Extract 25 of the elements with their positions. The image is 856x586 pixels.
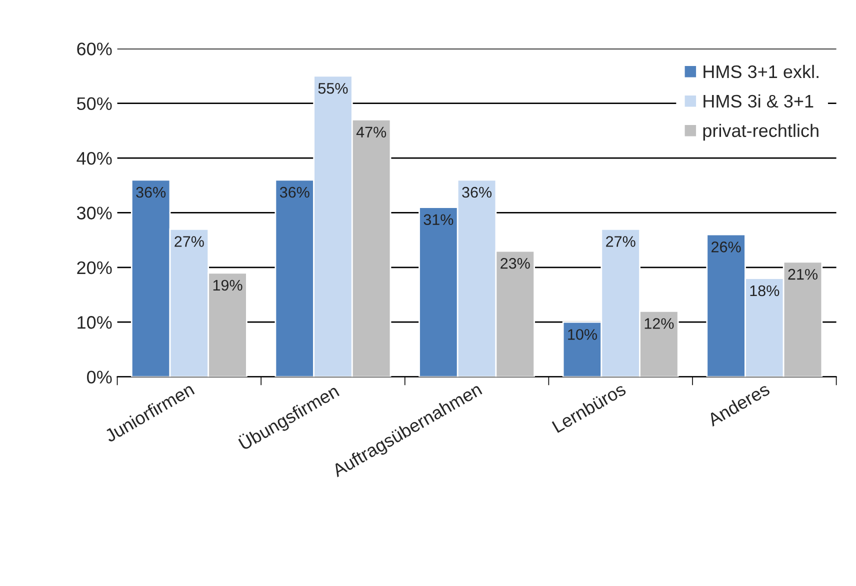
data-label: 27% [174,236,204,247]
data-label: 36% [280,186,310,198]
data-label: 27% [606,236,636,247]
legend-label: HMS 3+1 exkl. [704,64,818,78]
data-label: 23% [500,258,530,269]
y-tick-label: 20% [77,261,112,274]
data-label: 36% [462,186,492,198]
y-tick-label: 0% [87,370,112,384]
data-label: 18% [750,285,780,296]
data-label: 19% [213,280,242,291]
y-tick-label: 40% [76,152,112,165]
data-label: 47% [356,126,386,138]
legend-label: privat-rechtlich [703,124,818,141]
data-label: 31% [424,214,454,226]
data-label: 21% [788,268,818,280]
y-tick-label: 30% [76,206,112,220]
y-tick-label: 50% [76,97,112,110]
data-label: 26% [712,242,741,252]
data-label: 55% [318,83,348,94]
data-label: 10% [568,329,597,340]
y-tick-label: 10% [78,316,112,329]
y-tick-label: 60% [77,42,112,56]
data-label: 12% [644,318,674,329]
legend-label: HMS 3i & 3+1 [704,94,814,108]
data-label: 36% [136,186,166,198]
